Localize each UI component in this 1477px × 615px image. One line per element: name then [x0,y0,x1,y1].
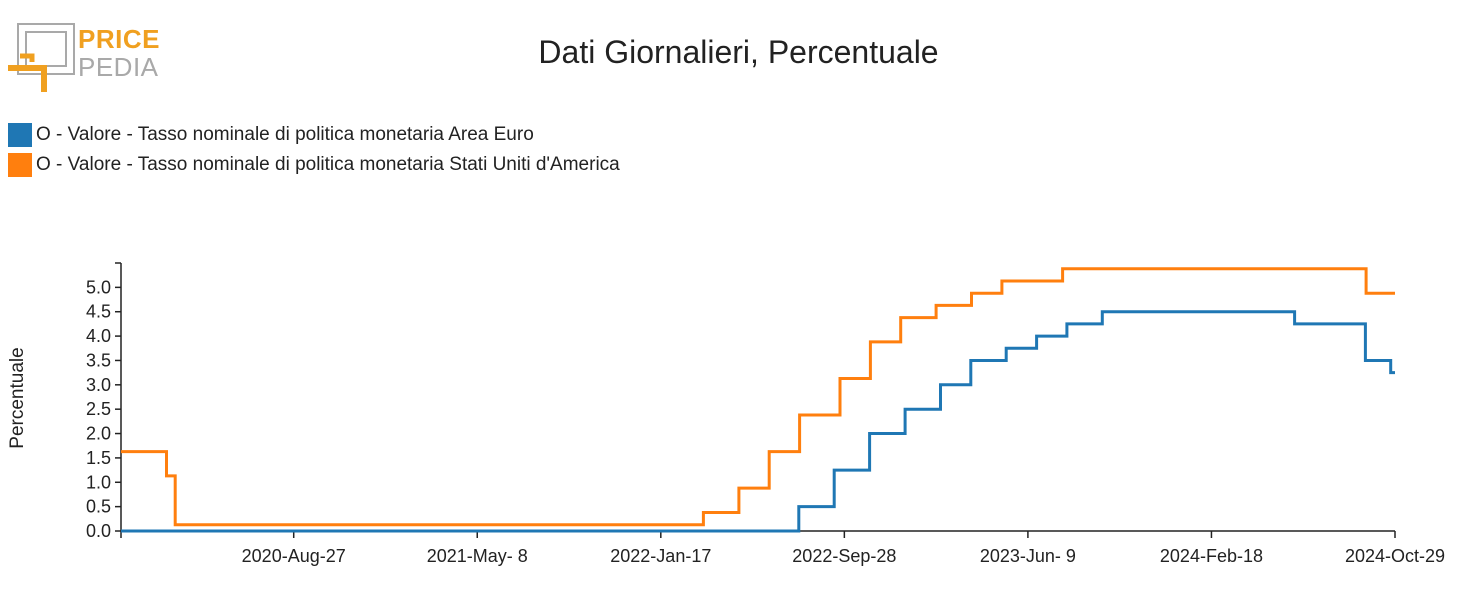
y-tick-label: 2.0 [86,424,111,444]
axes: 0.0 0.5 1.0 1.5 2.0 2.5 3.0 3.5 4.0 4.5 5.0 2020-Au… [86,262,1445,566]
logo-text-price: PRICE [78,24,160,54]
legend-item-euro[interactable]: O - Valore - Tasso nominale di politica … [8,120,620,150]
logo-mark-icon [8,23,75,92]
chart-title: Dati Giornalieri, Percentuale [538,34,939,70]
pricepedia-logo: PRICE PEDIA [6,22,166,94]
y-tick-label: 5.0 [86,277,111,297]
x-tick-label: 2021-May- 8 [427,546,528,566]
y-tick-label: 1.5 [86,448,111,468]
series-lines [121,267,1395,533]
legend: O - Valore - Tasso nominale di politica … [8,120,620,180]
x-tick-label: 2024-Feb-18 [1160,546,1263,566]
y-tick-label: 3.5 [86,350,111,370]
x-tick-label: 2022-Sep-28 [792,546,896,566]
legend-swatch-euro [8,123,32,147]
x-tick-label: 2020-Aug-27 [242,546,346,566]
y-axis-label: Percentuale [7,347,28,448]
logo-text-pedia: PEDIA [78,52,159,82]
y-tick-label: 4.5 [86,302,111,322]
legend-item-usa[interactable]: O - Valore - Tasso nominale di politica … [8,150,620,180]
y-tick-label: 4.0 [86,326,111,346]
x-tick-label: 2024-Oct-29 [1345,546,1445,566]
y-tick-label: 1.0 [86,472,111,492]
x-tick-label: 2023-Jun- 9 [980,546,1076,566]
x-tick-label: 2022-Jan-17 [610,546,711,566]
y-tick-label: 2.5 [86,399,111,419]
y-tick-label: 0.5 [86,497,111,517]
legend-swatch-usa [8,153,32,177]
legend-label-euro: O - Valore - Tasso nominale di politica … [36,124,534,145]
series-line-1 [121,267,1395,527]
legend-label-usa: O - Valore - Tasso nominale di politica … [36,154,620,175]
y-tick-label: 0.0 [86,521,111,541]
series-line-0 [121,310,1395,533]
y-tick-label: 3.0 [86,375,111,395]
